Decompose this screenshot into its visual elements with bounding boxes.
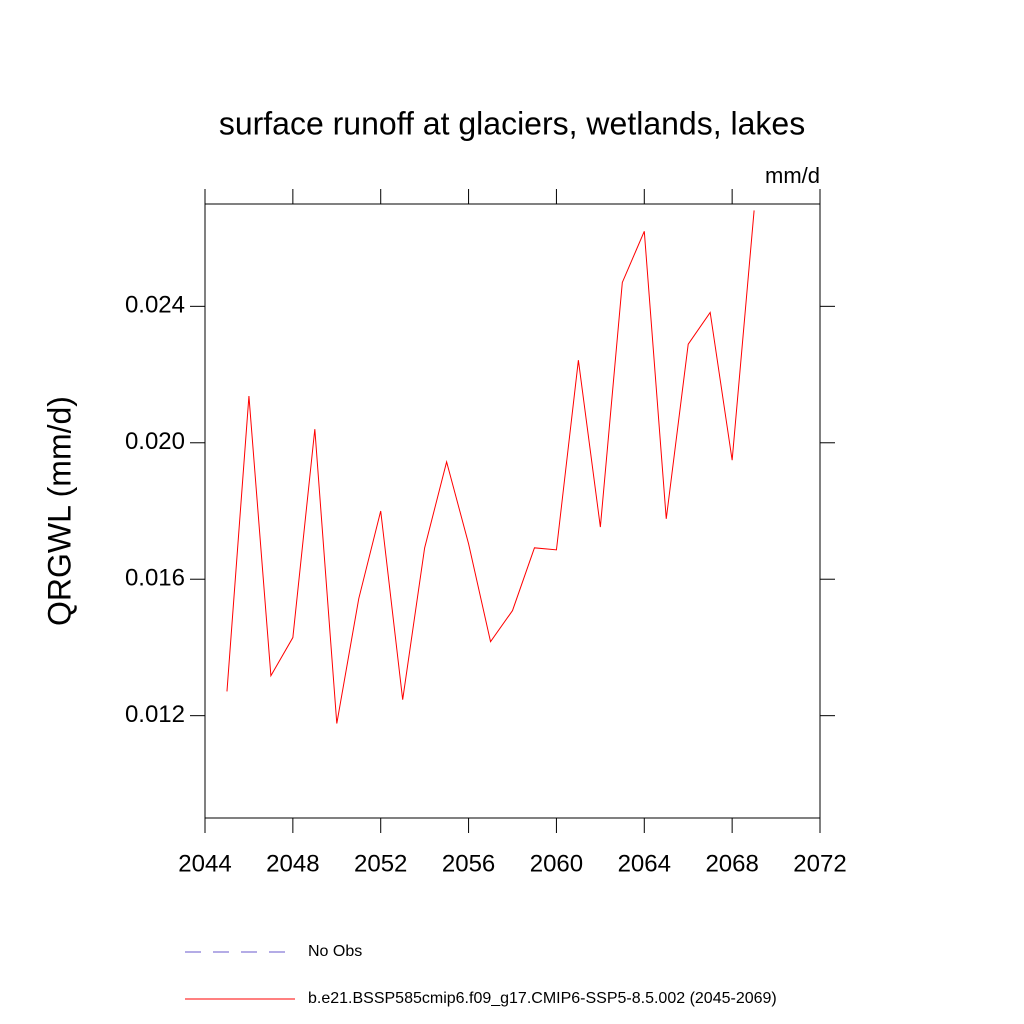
plot-frame [204, 203, 821, 819]
y-tick-label: 0.016 [125, 565, 185, 592]
legend-label: b.e21.BSSP585cmip6.f09_g17.CMIP6-SSP5-8.… [308, 990, 777, 1007]
x-tick-label: 2056 [442, 850, 495, 877]
y-tick-label: 0.024 [125, 292, 185, 319]
x-tick-label: 2052 [354, 850, 407, 877]
legend-label: No Obs [308, 943, 362, 960]
x-tick-label: 2064 [618, 850, 671, 877]
x-tick-label: 2068 [705, 850, 758, 877]
units-label: mm/d [765, 163, 820, 188]
x-tick-label: 2048 [266, 850, 319, 877]
data-line [226, 210, 755, 724]
x-tick-label: 2072 [793, 850, 846, 877]
y-tick-label: 0.020 [125, 428, 185, 455]
chart-title: surface runoff at glaciers, wetlands, la… [219, 105, 805, 141]
x-tick-label: 2060 [530, 850, 583, 877]
y-axis-label: QRGWL (mm/d) [41, 396, 77, 626]
x-tick-label: 2044 [178, 850, 231, 877]
y-tick-label: 0.012 [125, 701, 185, 728]
